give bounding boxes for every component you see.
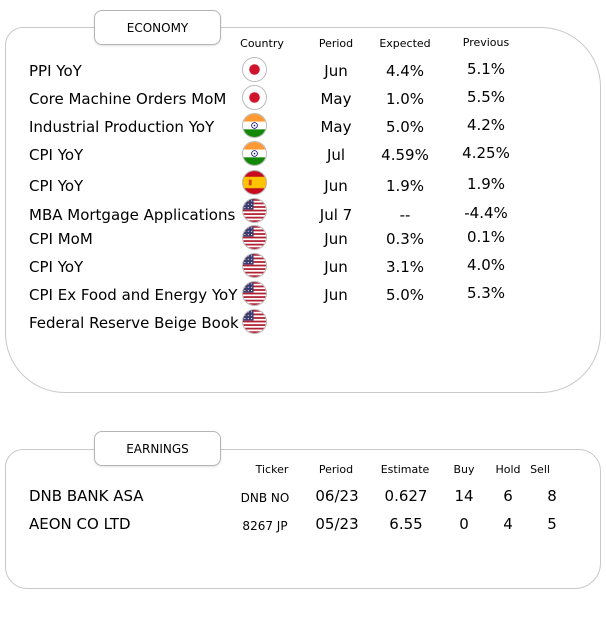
event-period: May — [320, 90, 352, 108]
event-name: Federal Reserve Beige Book — [29, 314, 239, 332]
analyst-buy: 14 — [454, 487, 474, 505]
earnings-period: 06/23 — [315, 487, 359, 505]
header-sell: Sell — [530, 463, 550, 476]
earnings-tab-label: EARNINGS — [126, 441, 189, 456]
analyst-buy: 0 — [459, 515, 469, 533]
event-previous: 4.0% — [466, 256, 506, 274]
event-expected: 4.4% — [385, 62, 425, 80]
event-name: CPI YoY — [29, 146, 84, 164]
usa-flag-icon — [242, 309, 267, 334]
event-name: MBA Mortgage Applications — [29, 206, 236, 224]
india-flag-icon — [242, 141, 267, 166]
event-previous: 5.5% — [466, 88, 506, 106]
company-name: AEON CO LTD — [29, 515, 131, 533]
event-previous: -4.4% — [464, 204, 508, 222]
header-previous: Previous — [462, 36, 510, 49]
india-flag-icon — [242, 113, 267, 138]
event-expected: -- — [399, 206, 411, 224]
event-period: Jul — [326, 146, 346, 164]
event-period: Jun — [324, 230, 348, 248]
event-name: CPI YoY — [29, 258, 84, 276]
event-previous: 1.9% — [466, 175, 506, 193]
economy-tab-label: ECONOMY — [126, 20, 189, 35]
event-expected: 5.0% — [385, 286, 425, 304]
header-hold: Hold — [495, 463, 521, 476]
event-period: May — [320, 118, 352, 136]
event-period: Jun — [324, 62, 348, 80]
event-previous: 4.25% — [462, 144, 510, 162]
event-previous: 5.3% — [466, 284, 506, 302]
event-name: PPI YoY — [29, 62, 82, 80]
analyst-sell: 5 — [547, 515, 557, 533]
usa-flag-icon — [242, 281, 267, 306]
header-country: Country — [240, 37, 284, 50]
event-period: Jun — [324, 177, 348, 195]
event-expected: 5.0% — [385, 118, 425, 136]
event-expected: 0.3% — [385, 230, 425, 248]
header-ticker: Ticker — [255, 463, 289, 476]
event-name: CPI YoY — [29, 177, 84, 195]
header-period: Period — [318, 37, 354, 50]
event-name: CPI MoM — [29, 230, 93, 248]
header-expected: Expected — [379, 37, 431, 50]
japan-flag-icon — [242, 85, 267, 110]
header-earnings-period: Period — [318, 463, 354, 476]
earnings-estimate: 6.55 — [389, 515, 423, 533]
economy-panel — [5, 27, 601, 393]
event-period: Jul 7 — [319, 206, 353, 224]
japan-flag-icon — [242, 57, 267, 82]
usa-flag-icon — [242, 198, 267, 223]
analyst-hold: 4 — [503, 515, 513, 533]
analyst-sell: 8 — [547, 487, 557, 505]
company-ticker: DNB NO — [240, 491, 290, 505]
event-expected: 3.1% — [385, 258, 425, 276]
company-ticker: 8267 JP — [242, 519, 288, 533]
header-estimate: Estimate — [380, 463, 430, 476]
header-buy: Buy — [453, 463, 475, 476]
analyst-hold: 6 — [503, 487, 513, 505]
event-expected: 4.59% — [381, 146, 429, 164]
event-name: CPI Ex Food and Energy YoY — [29, 286, 238, 304]
earnings-panel — [5, 449, 601, 589]
earnings-period: 05/23 — [315, 515, 359, 533]
event-expected: 1.0% — [385, 90, 425, 108]
event-period: Jun — [324, 286, 348, 304]
event-name: Core Machine Orders MoM — [29, 90, 227, 108]
economy-tab[interactable]: ECONOMY — [94, 10, 221, 45]
event-period: Jun — [324, 258, 348, 276]
event-previous: 5.1% — [466, 60, 506, 78]
event-previous: 4.2% — [466, 116, 506, 134]
earnings-tab[interactable]: EARNINGS — [94, 431, 221, 466]
earnings-estimate: 0.627 — [384, 487, 428, 505]
event-previous: 0.1% — [466, 228, 506, 246]
usa-flag-icon — [242, 253, 267, 278]
company-name: DNB BANK ASA — [29, 487, 144, 505]
event-name: Industrial Production YoY — [29, 118, 215, 136]
usa-flag-icon — [242, 225, 267, 250]
event-expected: 1.9% — [385, 177, 425, 195]
spain-flag-icon — [242, 170, 267, 195]
